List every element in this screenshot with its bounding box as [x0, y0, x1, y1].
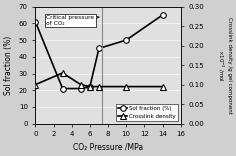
Legend: Sol fraction (%), Crosslink density: Sol fraction (%), Crosslink density — [116, 104, 178, 121]
Sol fraction (%) — [97, 48, 100, 49]
Line: Sol fraction (%): Sol fraction (%) — [33, 12, 165, 91]
Crosslink density — [125, 86, 128, 88]
Sol fraction (%) — [125, 39, 128, 41]
X-axis label: CO₂ Pressure /MPa: CO₂ Pressure /MPa — [73, 143, 143, 152]
Crosslink density — [88, 86, 91, 88]
Sol fraction (%) — [61, 88, 64, 90]
Crosslink density — [61, 72, 64, 74]
Line: Crosslink density: Crosslink density — [33, 70, 165, 89]
Crosslink density — [97, 86, 100, 88]
Y-axis label: Sol fraction (%): Sol fraction (%) — [4, 36, 13, 95]
Crosslink density — [34, 84, 37, 86]
Sol fraction (%) — [34, 21, 37, 23]
Sol fraction (%) — [88, 86, 91, 88]
Text: Critical pressure
of CO₂: Critical pressure of CO₂ — [46, 15, 99, 26]
Sol fraction (%) — [79, 88, 82, 90]
Crosslink density — [161, 86, 164, 88]
Sol fraction (%) — [161, 14, 164, 16]
Y-axis label: Crosslink density /g gel component
$\times10^{-3}$ /mol: Crosslink density /g gel component $\tim… — [216, 17, 232, 114]
Crosslink density — [79, 84, 82, 86]
